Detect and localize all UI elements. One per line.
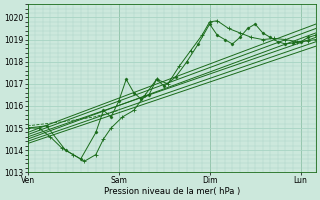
X-axis label: Pression niveau de la mer( hPa ): Pression niveau de la mer( hPa ): [104, 187, 240, 196]
